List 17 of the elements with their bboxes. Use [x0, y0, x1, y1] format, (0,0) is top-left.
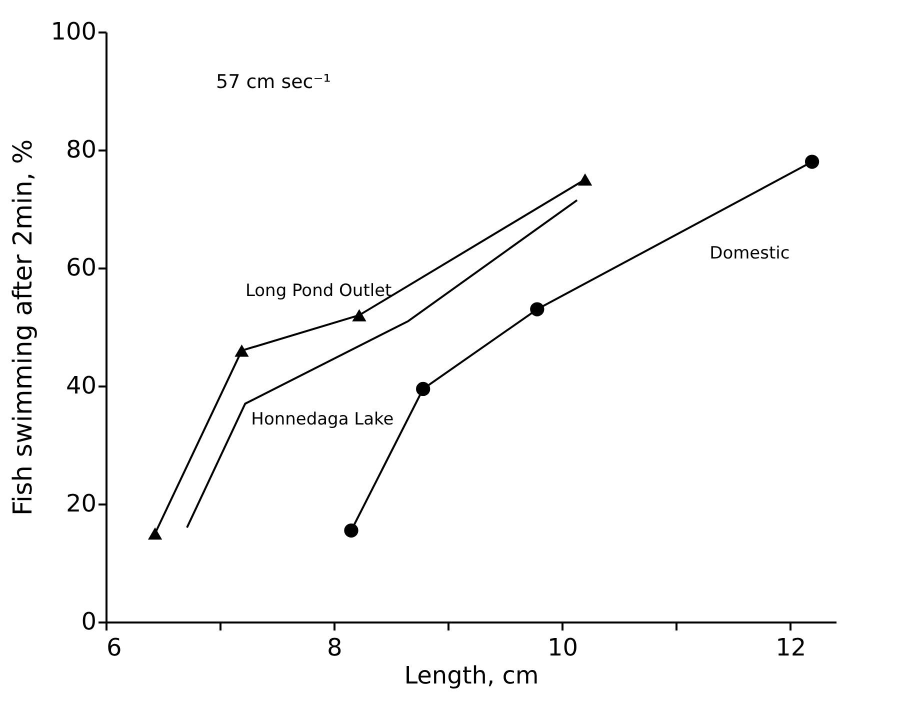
- series-label: Honnedaga Lake: [251, 410, 394, 430]
- y-axis-title: Fish swimming after 2min, %: [8, 139, 39, 516]
- y-tick-label: 100: [50, 18, 96, 46]
- x-tick-label: 6: [106, 634, 122, 662]
- annotation: 57 cm sec⁻¹: [216, 71, 331, 93]
- x-tick-label: 8: [326, 634, 342, 662]
- y-tick-label: 60: [66, 254, 96, 282]
- series-label: Domestic: [710, 244, 790, 264]
- x-axis-title: Length, cm: [404, 662, 539, 690]
- y-tick-label: 80: [66, 136, 96, 164]
- series-label: Long Pond Outlet: [245, 280, 392, 301]
- x-tick-label: 10: [547, 634, 578, 662]
- x-tick-label: 12: [776, 634, 806, 662]
- y-tick-label: 20: [66, 490, 96, 518]
- y-tick-label: 40: [66, 372, 96, 400]
- line-series: [186, 199, 578, 529]
- y-tick-label: 0: [81, 608, 96, 636]
